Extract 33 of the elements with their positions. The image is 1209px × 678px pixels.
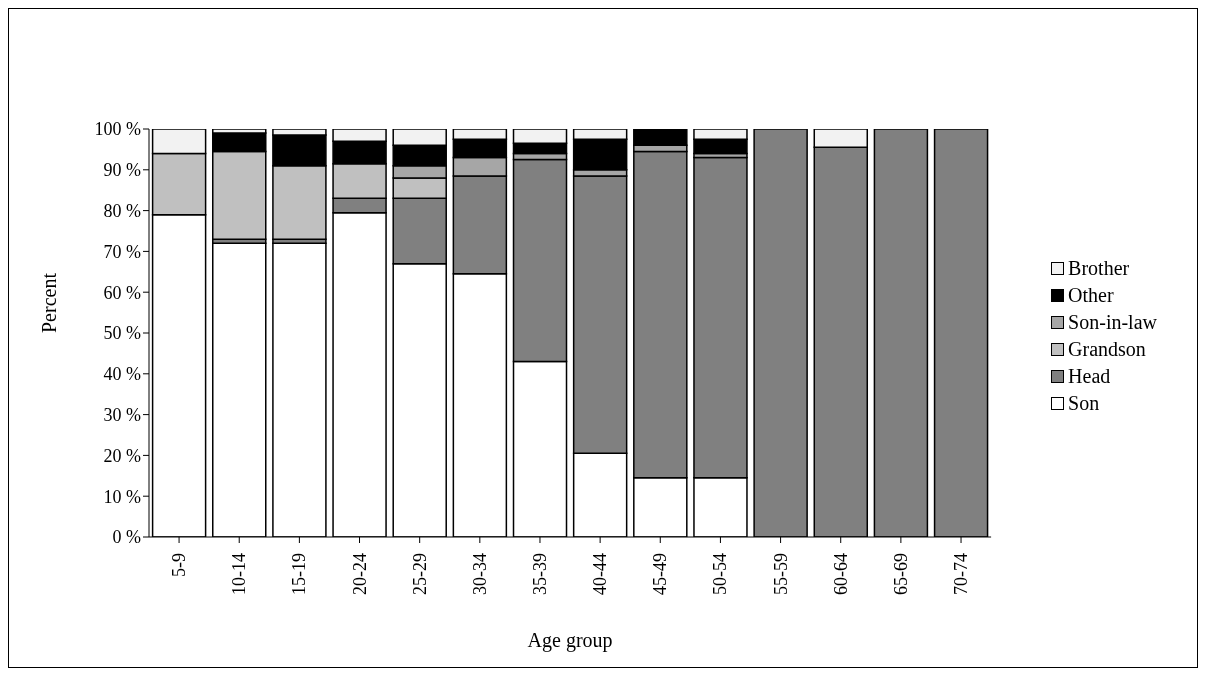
legend-label: Brother <box>1068 257 1130 280</box>
y-tick-label: 0 % <box>112 527 141 548</box>
legend-label: Head <box>1068 365 1111 388</box>
y-tick-label: 30 % <box>103 404 141 425</box>
y-tick-label: 100 % <box>94 119 141 140</box>
x-tick-label: 50-54 <box>710 553 731 595</box>
x-tick-label: 40-44 <box>590 553 611 595</box>
y-tick-label: 70 % <box>103 241 141 262</box>
legend-label: Son <box>1068 392 1100 415</box>
y-tick-label: 90 % <box>103 160 141 181</box>
x-tick-label: 30-34 <box>469 553 490 595</box>
x-tick-label: 65-69 <box>890 553 911 595</box>
x-tick-label: 10-14 <box>229 553 250 595</box>
y-tick-label: 80 % <box>103 200 141 221</box>
x-tick-label: 45-49 <box>650 553 671 595</box>
y-tick-label: 50 % <box>103 323 141 344</box>
y-tick-label: 60 % <box>103 282 141 303</box>
x-tick-label: 15-19 <box>289 553 310 595</box>
y-tick-label: 40 % <box>103 364 141 385</box>
y-axis-title: Percent <box>38 272 61 333</box>
x-tick-label: 70-74 <box>951 553 972 595</box>
x-tick-label: 55-59 <box>770 553 791 595</box>
x-tick-label: 35-39 <box>529 553 550 595</box>
legend-label: Other <box>1068 284 1114 307</box>
x-axis-title: Age group <box>527 629 613 652</box>
x-tick-label: 25-29 <box>409 553 430 595</box>
x-tick-label: 5-9 <box>169 553 190 577</box>
y-tick-label: 10 % <box>103 486 141 507</box>
legend-label: Grandson <box>1068 338 1146 361</box>
y-tick-label: 20 % <box>103 445 141 466</box>
legend-label: Son-in-law <box>1068 311 1157 334</box>
x-tick-label: 60-64 <box>830 553 851 595</box>
x-tick-label: 20-24 <box>349 553 370 595</box>
